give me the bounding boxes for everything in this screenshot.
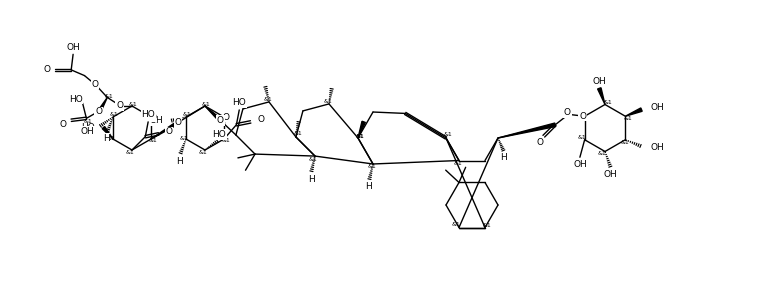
Polygon shape: [626, 108, 642, 116]
Text: HO: HO: [212, 130, 226, 139]
Text: H: H: [365, 182, 372, 190]
Text: O: O: [564, 108, 571, 117]
Text: &1: &1: [107, 136, 115, 140]
Text: &1: &1: [110, 112, 118, 118]
Text: &1: &1: [149, 139, 157, 143]
Text: &1: &1: [294, 131, 302, 136]
Text: &1: &1: [578, 135, 586, 140]
Text: OH: OH: [150, 116, 164, 125]
Text: &1: &1: [179, 136, 188, 140]
Text: H: H: [307, 175, 314, 184]
Text: O: O: [92, 80, 98, 88]
Text: O: O: [223, 112, 230, 122]
Text: O: O: [175, 118, 182, 127]
Text: &1: &1: [483, 223, 491, 228]
Text: &1: &1: [443, 133, 452, 137]
Text: &1: &1: [356, 134, 365, 139]
Polygon shape: [205, 106, 221, 122]
Text: &1: &1: [454, 161, 462, 166]
Text: HO: HO: [81, 123, 95, 132]
Polygon shape: [102, 127, 113, 139]
Text: &1: &1: [309, 157, 317, 162]
Text: OH: OH: [651, 143, 665, 152]
Text: &1: &1: [201, 101, 211, 106]
Text: H: H: [176, 157, 182, 166]
Text: O: O: [95, 107, 102, 116]
Text: &1: &1: [84, 119, 93, 124]
Text: O: O: [43, 65, 50, 74]
Text: &1: &1: [129, 101, 137, 106]
Text: OH: OH: [81, 127, 95, 136]
Text: &1: &1: [356, 134, 365, 139]
Text: O: O: [536, 138, 543, 147]
Text: O: O: [579, 112, 586, 121]
Text: O: O: [258, 116, 265, 124]
Text: O: O: [116, 101, 123, 110]
Text: OH: OH: [604, 170, 617, 179]
Text: &1: &1: [263, 98, 272, 102]
Text: &1: &1: [621, 140, 629, 145]
Text: &1: &1: [105, 94, 114, 99]
Polygon shape: [597, 88, 605, 104]
Text: H: H: [501, 153, 507, 162]
Text: O: O: [217, 116, 224, 125]
Polygon shape: [98, 98, 108, 112]
Text: &1: &1: [368, 164, 376, 169]
Text: &1: &1: [604, 100, 613, 105]
Text: &1: &1: [182, 112, 192, 118]
Text: O: O: [60, 120, 66, 129]
Text: &1: &1: [597, 151, 607, 156]
Text: &1: &1: [624, 116, 633, 121]
Text: O: O: [166, 127, 172, 136]
Text: HO: HO: [233, 98, 246, 107]
Text: &1: &1: [198, 149, 208, 154]
Text: HO: HO: [69, 94, 82, 103]
Text: OH: OH: [651, 103, 665, 112]
Text: HO: HO: [141, 110, 155, 119]
Text: OH: OH: [592, 77, 606, 86]
Text: OH: OH: [573, 160, 587, 169]
Text: &1: &1: [222, 139, 230, 143]
Text: &1: &1: [324, 99, 333, 104]
Text: &1: &1: [452, 222, 460, 227]
Polygon shape: [358, 121, 365, 138]
Polygon shape: [498, 123, 555, 138]
Text: &1: &1: [126, 149, 134, 154]
Text: O: O: [150, 112, 156, 122]
Polygon shape: [151, 121, 179, 139]
Text: H: H: [103, 134, 110, 143]
Text: OH: OH: [66, 43, 80, 52]
